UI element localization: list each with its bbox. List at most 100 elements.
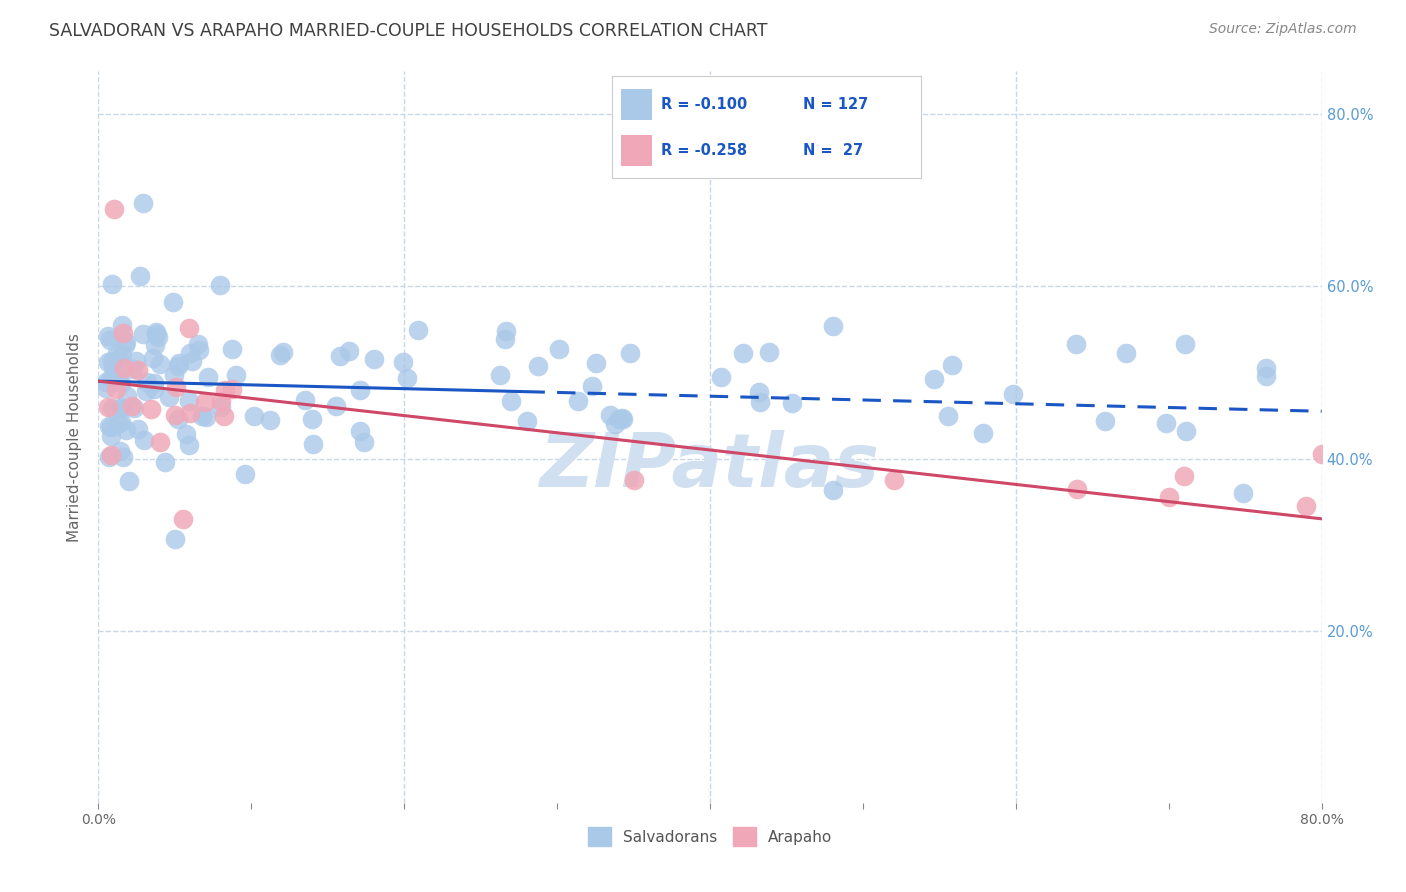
Point xyxy=(195,409,218,424)
Point xyxy=(567,394,589,409)
Point xyxy=(145,327,167,342)
Point xyxy=(1254,361,1277,376)
Point xyxy=(1174,424,1197,438)
Point xyxy=(103,202,125,216)
Point xyxy=(98,333,121,347)
Point xyxy=(1066,482,1088,496)
Point xyxy=(181,354,204,368)
Point xyxy=(209,400,232,414)
Point xyxy=(96,375,118,389)
Point xyxy=(177,394,200,409)
Point xyxy=(149,358,172,372)
Point xyxy=(153,455,176,469)
Point xyxy=(142,351,165,366)
Point xyxy=(972,425,994,440)
Point xyxy=(96,381,118,395)
Point xyxy=(163,532,186,546)
Point xyxy=(941,358,963,372)
Point xyxy=(547,342,569,356)
Point xyxy=(325,399,347,413)
Point xyxy=(177,438,200,452)
Point xyxy=(612,411,634,425)
Point xyxy=(1094,414,1116,428)
Point xyxy=(105,382,128,396)
Point xyxy=(1001,387,1024,401)
Point xyxy=(97,418,120,433)
Point xyxy=(100,277,122,291)
Point xyxy=(108,351,131,366)
Point xyxy=(1310,447,1333,461)
Point xyxy=(748,394,770,409)
Point xyxy=(1232,485,1254,500)
Point xyxy=(1173,468,1195,483)
Point xyxy=(139,401,162,416)
Point xyxy=(936,409,959,423)
Point xyxy=(167,412,190,426)
Point xyxy=(143,338,166,352)
Point xyxy=(337,344,360,359)
Point xyxy=(499,394,522,409)
Point xyxy=(259,413,281,427)
Text: ZIPatlas: ZIPatlas xyxy=(540,430,880,503)
Point xyxy=(883,473,905,487)
Point xyxy=(1157,491,1180,505)
Point xyxy=(924,371,946,385)
Point xyxy=(599,408,621,422)
Point xyxy=(162,294,184,309)
Point xyxy=(172,512,194,526)
Bar xyxy=(621,89,652,120)
Point xyxy=(748,385,770,400)
Point xyxy=(117,475,139,489)
Point xyxy=(165,379,187,393)
Point xyxy=(110,401,132,416)
Point xyxy=(122,401,145,416)
Point xyxy=(271,344,294,359)
Point xyxy=(780,396,803,410)
Y-axis label: Married-couple Households: Married-couple Households xyxy=(67,333,83,541)
Point xyxy=(110,376,132,390)
Point xyxy=(135,376,157,390)
Point xyxy=(349,424,371,438)
Point xyxy=(353,435,375,450)
Point xyxy=(221,383,243,397)
Point xyxy=(100,448,122,462)
Point xyxy=(731,346,754,360)
Point xyxy=(107,369,129,384)
Point xyxy=(179,406,201,420)
Point xyxy=(186,337,208,351)
Point xyxy=(225,368,247,383)
Point xyxy=(396,371,419,385)
Point xyxy=(110,401,132,415)
Point xyxy=(243,409,266,424)
Point xyxy=(585,355,607,369)
Text: Source: ZipAtlas.com: Source: ZipAtlas.com xyxy=(1209,22,1357,37)
Point xyxy=(301,412,323,426)
Point xyxy=(623,473,645,487)
Point xyxy=(197,370,219,384)
Point xyxy=(124,354,146,368)
Point xyxy=(115,423,138,437)
Point xyxy=(101,401,124,415)
Point xyxy=(163,408,186,422)
Point xyxy=(821,319,844,334)
Point xyxy=(127,422,149,436)
Point xyxy=(101,354,124,368)
Point xyxy=(114,338,136,352)
Point xyxy=(1295,499,1317,513)
Point xyxy=(1154,416,1177,430)
Bar xyxy=(621,136,652,166)
Point xyxy=(212,409,235,423)
Point xyxy=(209,278,232,293)
Point xyxy=(132,433,155,447)
Point xyxy=(131,196,153,211)
Point xyxy=(105,346,128,360)
Point xyxy=(209,393,232,408)
Point xyxy=(619,346,641,360)
Point xyxy=(97,354,120,368)
Point xyxy=(127,362,149,376)
Point xyxy=(115,389,138,403)
Point xyxy=(406,323,429,337)
Point xyxy=(101,360,124,375)
Point xyxy=(349,384,371,398)
Point xyxy=(233,467,256,481)
